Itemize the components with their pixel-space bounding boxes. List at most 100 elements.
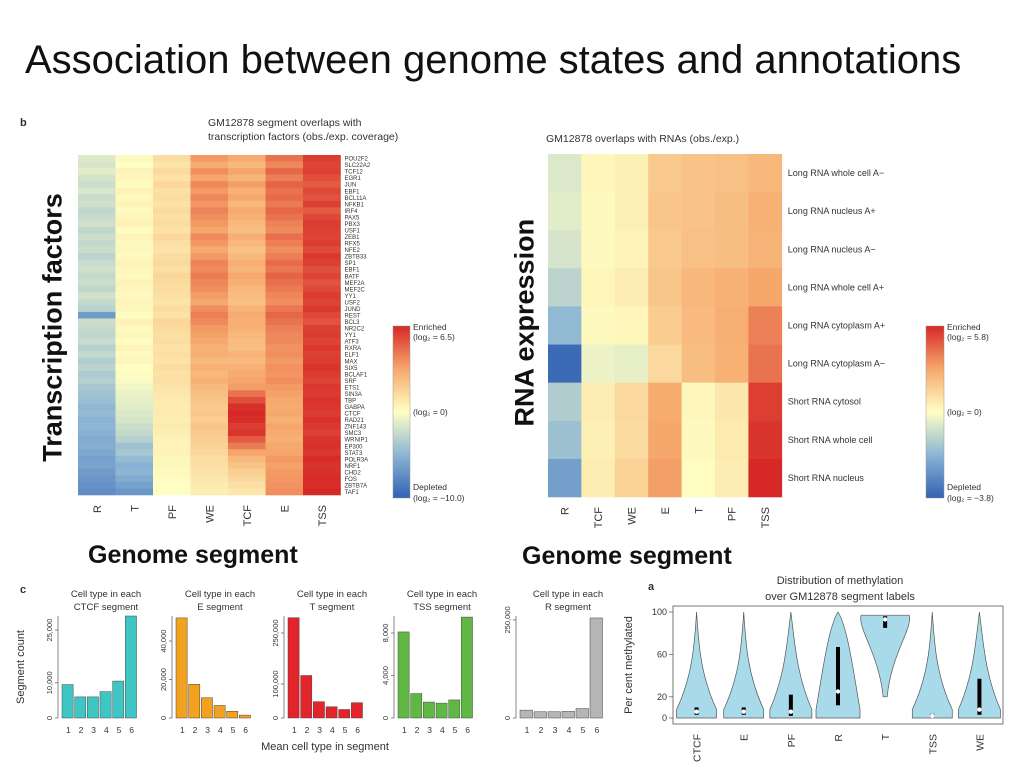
tf-cell: [265, 194, 304, 202]
rna-cell: [715, 230, 749, 269]
tf-row-label: CTCF: [345, 412, 361, 418]
bar: [397, 631, 410, 719]
tf-cell: [190, 357, 229, 365]
tf-cell: [153, 174, 191, 182]
tf-cell: [190, 187, 229, 195]
tf-cell: [228, 187, 266, 195]
tf-cell: [78, 272, 116, 280]
tf-cell: [265, 416, 304, 424]
tf-cell: [78, 351, 116, 358]
tf-row-label: POLR3A: [345, 457, 369, 463]
tf-legend-mid: (log₂ = 0): [413, 407, 448, 417]
tf-cell: [115, 429, 154, 437]
tf-cell: [190, 246, 229, 254]
bar-x-label: 1: [180, 725, 185, 735]
bar-x-label: 2: [305, 725, 310, 735]
rna-cell: [614, 230, 649, 269]
violin-x-label: CTCF: [692, 734, 704, 762]
tf-cell: [303, 226, 341, 234]
bar-ylabel: Segment count: [15, 630, 27, 704]
bar: [448, 699, 461, 719]
tf-cell: [190, 370, 229, 378]
rna-col-label: PF: [727, 507, 739, 521]
bar: [287, 617, 300, 719]
tf-cell: [303, 390, 341, 398]
tf-cell: [303, 161, 341, 169]
tf-cell: [78, 364, 116, 372]
bar-title-1: Cell type in each: [533, 589, 603, 600]
rna-cell: [614, 344, 649, 383]
tf-cell: [190, 168, 229, 175]
tf-cell: [190, 155, 229, 162]
tf-cell: [265, 410, 304, 417]
tf-cell: [78, 377, 116, 385]
tf-col-label: TSS: [317, 505, 329, 526]
tf-row-label: SRF: [345, 379, 357, 385]
tf-cell: [303, 305, 341, 313]
rna-cell: [748, 344, 783, 383]
tf-cell: [78, 194, 116, 202]
tf-cell: [265, 357, 304, 365]
tf-cell: [78, 213, 116, 221]
bar-x-label: 1: [525, 725, 530, 735]
rna-cell: [581, 382, 616, 422]
tf-cell: [153, 272, 191, 280]
tf-row-label: SMC3: [345, 431, 362, 437]
tf-cell: [265, 259, 304, 267]
rna-cell: [614, 268, 649, 307]
tf-cell: [115, 305, 154, 313]
tf-cell: [228, 161, 266, 169]
tf-cell: [303, 318, 341, 326]
tf-legend-max: (log₂ = 6.5): [413, 332, 455, 342]
tf-cell: [190, 344, 229, 352]
tf-cell: [228, 240, 266, 247]
tf-cell: [153, 220, 191, 228]
violin-shape: [958, 611, 1001, 719]
bar-y-tick-label: 250,000: [503, 606, 512, 633]
tf-cell: [115, 279, 154, 287]
tf-col-label: TCF: [242, 505, 254, 527]
tf-cell: [115, 403, 154, 411]
tf-cell: [153, 155, 191, 162]
rna-cell: [681, 230, 716, 269]
violin-median: [930, 713, 935, 719]
tf-cell: [78, 233, 116, 241]
tf-cell: [190, 220, 229, 228]
rna-cell: [614, 192, 649, 231]
bar: [74, 696, 87, 719]
bar: [313, 701, 325, 719]
panel-c-letter: c: [20, 584, 26, 596]
tf-cell: [265, 298, 304, 306]
tf-cell: [78, 279, 116, 287]
tf-cell: [153, 429, 191, 437]
violin-shape: [723, 611, 765, 719]
bar-y-tick-label: 250,000: [271, 619, 280, 646]
bar: [561, 711, 575, 719]
rna-cell: [648, 268, 682, 307]
tf-cell: [190, 292, 229, 300]
rna-cell: [681, 192, 716, 231]
tf-cell: [115, 233, 154, 241]
rna-cell: [681, 382, 716, 422]
tf-cell: [265, 436, 304, 443]
tf-cell: [115, 468, 154, 476]
bar: [188, 684, 201, 719]
tf-cell: [153, 416, 191, 424]
rna-cell: [748, 306, 783, 345]
tf-cell: [78, 155, 116, 162]
tf-row-label: EP300: [345, 444, 364, 450]
tf-cell: [265, 272, 304, 280]
tf-cell: [78, 246, 116, 254]
tf-cell: [78, 357, 116, 365]
bar-x-label: 4: [440, 725, 445, 735]
tf-cell: [303, 200, 341, 208]
violin-x-label: WE: [974, 734, 986, 751]
violin-ylabel: Per cent methylated: [623, 616, 635, 714]
violin-median: [977, 707, 982, 712]
tf-cell: [115, 396, 154, 404]
tf-cell: [78, 174, 116, 182]
tf-cell: [153, 226, 191, 234]
rna-cell: [681, 458, 716, 498]
rna-col-label: R: [560, 507, 572, 515]
tf-cell: [228, 292, 266, 300]
